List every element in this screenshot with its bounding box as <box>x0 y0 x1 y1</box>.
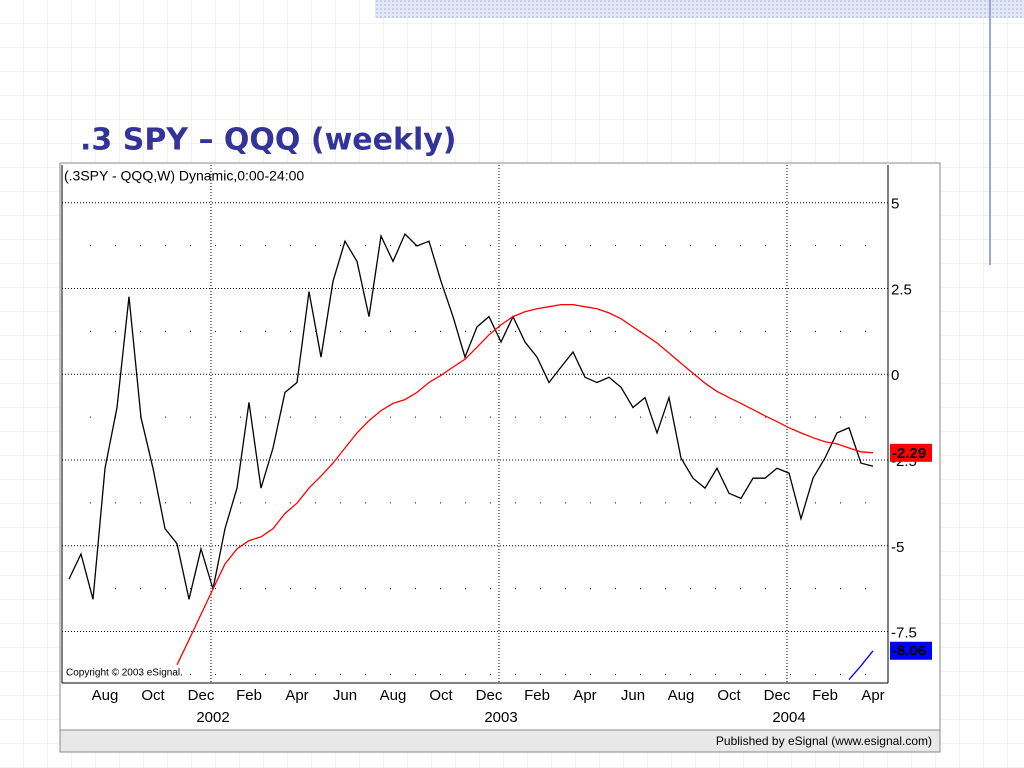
year-label: 2003 <box>484 709 517 726</box>
x-tick-label: Dec <box>188 687 215 704</box>
y-tick-label: -7.5 <box>891 625 917 642</box>
y-tick-label: -5 <box>891 539 904 556</box>
last-value-box <box>890 443 932 462</box>
y-tick-label: 2.5 <box>891 281 912 298</box>
x-tick-label: Feb <box>524 687 550 704</box>
x-tick-label: Oct <box>429 687 453 704</box>
footer-bar <box>59 729 941 753</box>
series-line <box>68 232 874 600</box>
slide-title: .3 SPY – QQQ (weekly) <box>80 123 457 158</box>
x-tick-label: Oct <box>141 687 165 704</box>
x-tick-label: Dec <box>476 687 503 704</box>
year-label: 2002 <box>196 709 229 726</box>
year-label: 2004 <box>772 709 805 726</box>
chart-title: (.3SPY - QQQ,W) Dynamic,0:00-24:00 <box>64 168 304 184</box>
last-value-box <box>890 641 932 660</box>
x-tick-label: Oct <box>717 687 741 704</box>
x-tick-label: Apr <box>861 687 884 704</box>
last-value-label: -8.06 <box>892 643 926 660</box>
copyright: Copyright © 2003 eSignal. <box>66 668 183 679</box>
y-tick-label: 0 <box>891 367 899 384</box>
x-tick-label: Feb <box>812 687 838 704</box>
x-tick-label: Apr <box>285 687 308 704</box>
x-tick-label: Feb <box>236 687 262 704</box>
series-line <box>176 303 874 666</box>
chart-box <box>59 162 941 753</box>
x-tick-label: Aug <box>380 687 407 704</box>
x-tick-label: Aug <box>92 687 119 704</box>
x-tick-label: Apr <box>573 687 596 704</box>
x-tick-label: Dec <box>764 687 791 704</box>
series-line <box>848 650 874 681</box>
header-band <box>375 0 1024 18</box>
x-tick-label: Jun <box>621 687 645 704</box>
x-tick-label: Aug <box>668 687 695 704</box>
footer-text: Published by eSignal (www.esignal.com) <box>716 734 932 748</box>
y-tick-label: 5 <box>891 196 899 213</box>
last-value-label: -2.29 <box>892 445 926 462</box>
x-tick-label: Jun <box>333 687 357 704</box>
